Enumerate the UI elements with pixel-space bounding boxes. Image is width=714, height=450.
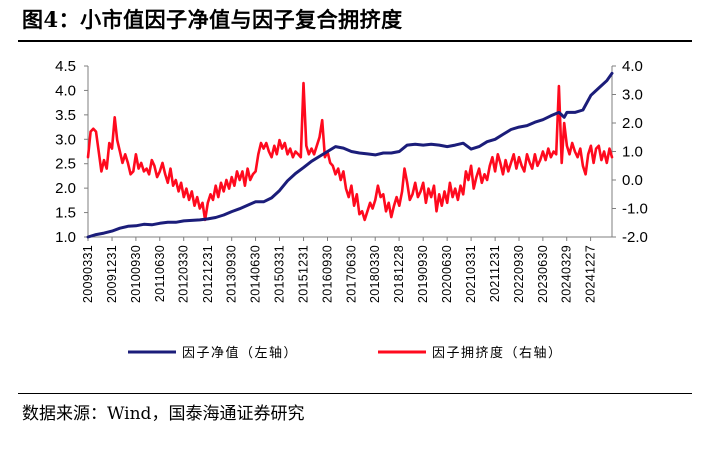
x-tick-label: 20121231: [201, 245, 215, 303]
y-left-tick-label: 3.0: [55, 131, 76, 148]
x-tick-label: 20100930: [129, 245, 143, 303]
x-tick-label: 20180330: [368, 245, 382, 303]
x-tick-label: 20220930: [512, 245, 526, 303]
y-right-tick-label: 1.0: [622, 144, 643, 161]
x-tick-label: 20200630: [440, 245, 454, 303]
source-divider: [18, 393, 692, 394]
y-left-tick-label: 2.5: [55, 156, 76, 173]
x-tick-label: 20110630: [153, 245, 167, 302]
x-tick-label: 20170630: [344, 245, 358, 303]
x-tick-label: 20241227: [584, 245, 598, 303]
x-tick-label: 20211231: [488, 245, 502, 302]
x-tick-label: 20130930: [225, 245, 239, 303]
series-line-crowding: [86, 81, 614, 222]
series-layer: [86, 71, 614, 239]
y-right-tick-label: 4.0: [622, 58, 643, 75]
y-left-tick-label: 1.0: [55, 229, 76, 246]
y-right-tick-label: -2.0: [622, 229, 648, 246]
x-tick-label: 20150331: [273, 245, 287, 303]
chart-svg: 1.0 1.5 2.0 2.5 3.0 3.5 4.0 4.5 -2.0 -1.0 0.0 1.0 2.…: [55, 58, 648, 361]
series-line-factor-nav: [86, 71, 614, 239]
y-right-tick-label: 3.0: [622, 87, 643, 104]
y-left-tick-label: 4.5: [55, 58, 76, 75]
y-left-tick-label: 2.0: [55, 180, 76, 197]
y-right-tick-label: 2.0: [622, 115, 643, 132]
title-divider: [18, 40, 692, 42]
y-left-tick-label: 1.5: [55, 205, 76, 222]
y-left-tick-label: 4.0: [55, 82, 76, 99]
x-tick-label: 20091231: [105, 245, 119, 303]
x-tick-label: 20190930: [416, 245, 430, 303]
x-tick-label: 20140630: [249, 245, 263, 303]
x-tick-label: 20230630: [536, 245, 550, 303]
x-tick-label: 20210331: [464, 245, 478, 303]
x-tick-label: 20120330: [177, 245, 191, 303]
y-right-tick-label: 0.0: [622, 172, 643, 189]
y-left-tick-label: 3.5: [55, 107, 76, 124]
source-note: 数据来源：Wind，国泰海通证券研究: [22, 404, 305, 424]
x-tick-label: 20181228: [392, 245, 406, 303]
x-tick-label: 20151231: [297, 245, 311, 303]
figure-title: 图4：小市值因子净值与因子复合拥挤度: [22, 7, 403, 32]
chart-legend: 因子净值（左轴） 因子拥挤度（右轴）: [128, 345, 563, 361]
chart-axes: 1.0 1.5 2.0 2.5 3.0 3.5 4.0 4.5 -2.0 -1.0 0.0 1.0 2.…: [55, 58, 648, 303]
x-tick-label: 20240329: [560, 245, 574, 303]
x-tick-label: 20090331: [81, 245, 95, 303]
legend-label-factor-nav: 因子净值（左轴）: [182, 345, 298, 361]
y-right-tick-label: -1.0: [622, 201, 648, 218]
x-tick-label: 20160930: [320, 245, 334, 303]
legend-label-crowding: 因子拥挤度（右轴）: [432, 345, 563, 361]
